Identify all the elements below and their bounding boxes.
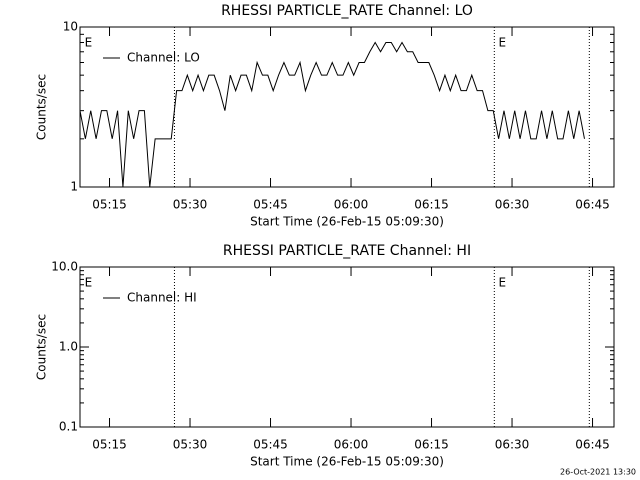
x-tick-label: 06:30 bbox=[495, 438, 530, 452]
x-tick-label: 05:15 bbox=[92, 198, 127, 212]
x-tick-label: 06:00 bbox=[334, 438, 369, 452]
annotation: E bbox=[498, 36, 506, 50]
x-tick-label: 06:30 bbox=[495, 198, 530, 212]
x-tick-label: 06:15 bbox=[414, 198, 449, 212]
annotation: E bbox=[498, 276, 506, 290]
y-axis-label: Counts/sec bbox=[35, 74, 49, 140]
x-tick-label: 06:45 bbox=[575, 198, 610, 212]
x-axis-label: Start Time (26-Feb-15 05:09:30) bbox=[250, 215, 444, 229]
x-axis-label: Start Time (26-Feb-15 05:09:30) bbox=[250, 455, 444, 469]
legend-label: Channel: HI bbox=[127, 291, 197, 305]
y-tick-label: 1.0 bbox=[59, 340, 78, 354]
x-tick-label: 05:30 bbox=[173, 438, 208, 452]
x-tick-label: 05:45 bbox=[253, 198, 288, 212]
chart-title: RHESSI PARTICLE_RATE Channel: HI bbox=[223, 243, 471, 259]
y-tick-label: 10 bbox=[63, 20, 78, 34]
y-tick-label: 0.1 bbox=[59, 420, 78, 434]
x-tick-label: 05:45 bbox=[253, 438, 288, 452]
annotation: E bbox=[85, 276, 93, 290]
x-tick-label: 05:15 bbox=[92, 438, 127, 452]
footer: 26-Oct-2021 13:30 bbox=[560, 468, 636, 477]
legend-label: Channel: LO bbox=[127, 51, 200, 65]
data-line bbox=[79, 41, 585, 188]
x-tick-label: 06:45 bbox=[575, 438, 610, 452]
x-tick-label: 06:00 bbox=[334, 198, 369, 212]
y-tick-label: 10.0 bbox=[51, 260, 78, 274]
x-tick-label: 05:30 bbox=[173, 198, 208, 212]
y-tick-label: 1 bbox=[70, 180, 78, 194]
chart-title: RHESSI PARTICLE_RATE Channel: LO bbox=[221, 3, 473, 19]
y-axis-label: Counts/sec bbox=[35, 314, 49, 380]
plot-frame bbox=[79, 26, 615, 188]
x-tick-label: 06:15 bbox=[414, 438, 449, 452]
annotation: E bbox=[85, 36, 93, 50]
